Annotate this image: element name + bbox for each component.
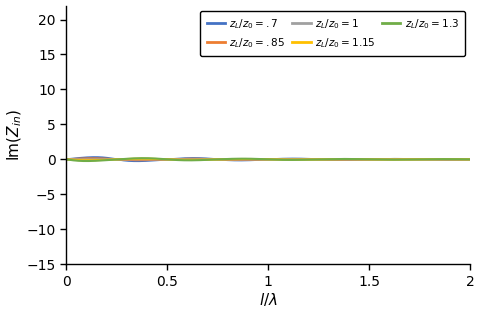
- Legend: $z_L/z_0 = .7$, $z_L/z_0 = .85$, $z_L/z_0 = 1$, $z_L/z_0 = 1.15$, $z_L/z_0 = 1.3: $z_L/z_0 = .7$, $z_L/z_0 = .85$, $z_L/z_…: [200, 11, 465, 56]
- X-axis label: $l/\lambda$: $l/\lambda$: [259, 291, 277, 308]
- Y-axis label: $\mathrm{Im}(Z_{in})$: $\mathrm{Im}(Z_{in})$: [6, 109, 24, 161]
